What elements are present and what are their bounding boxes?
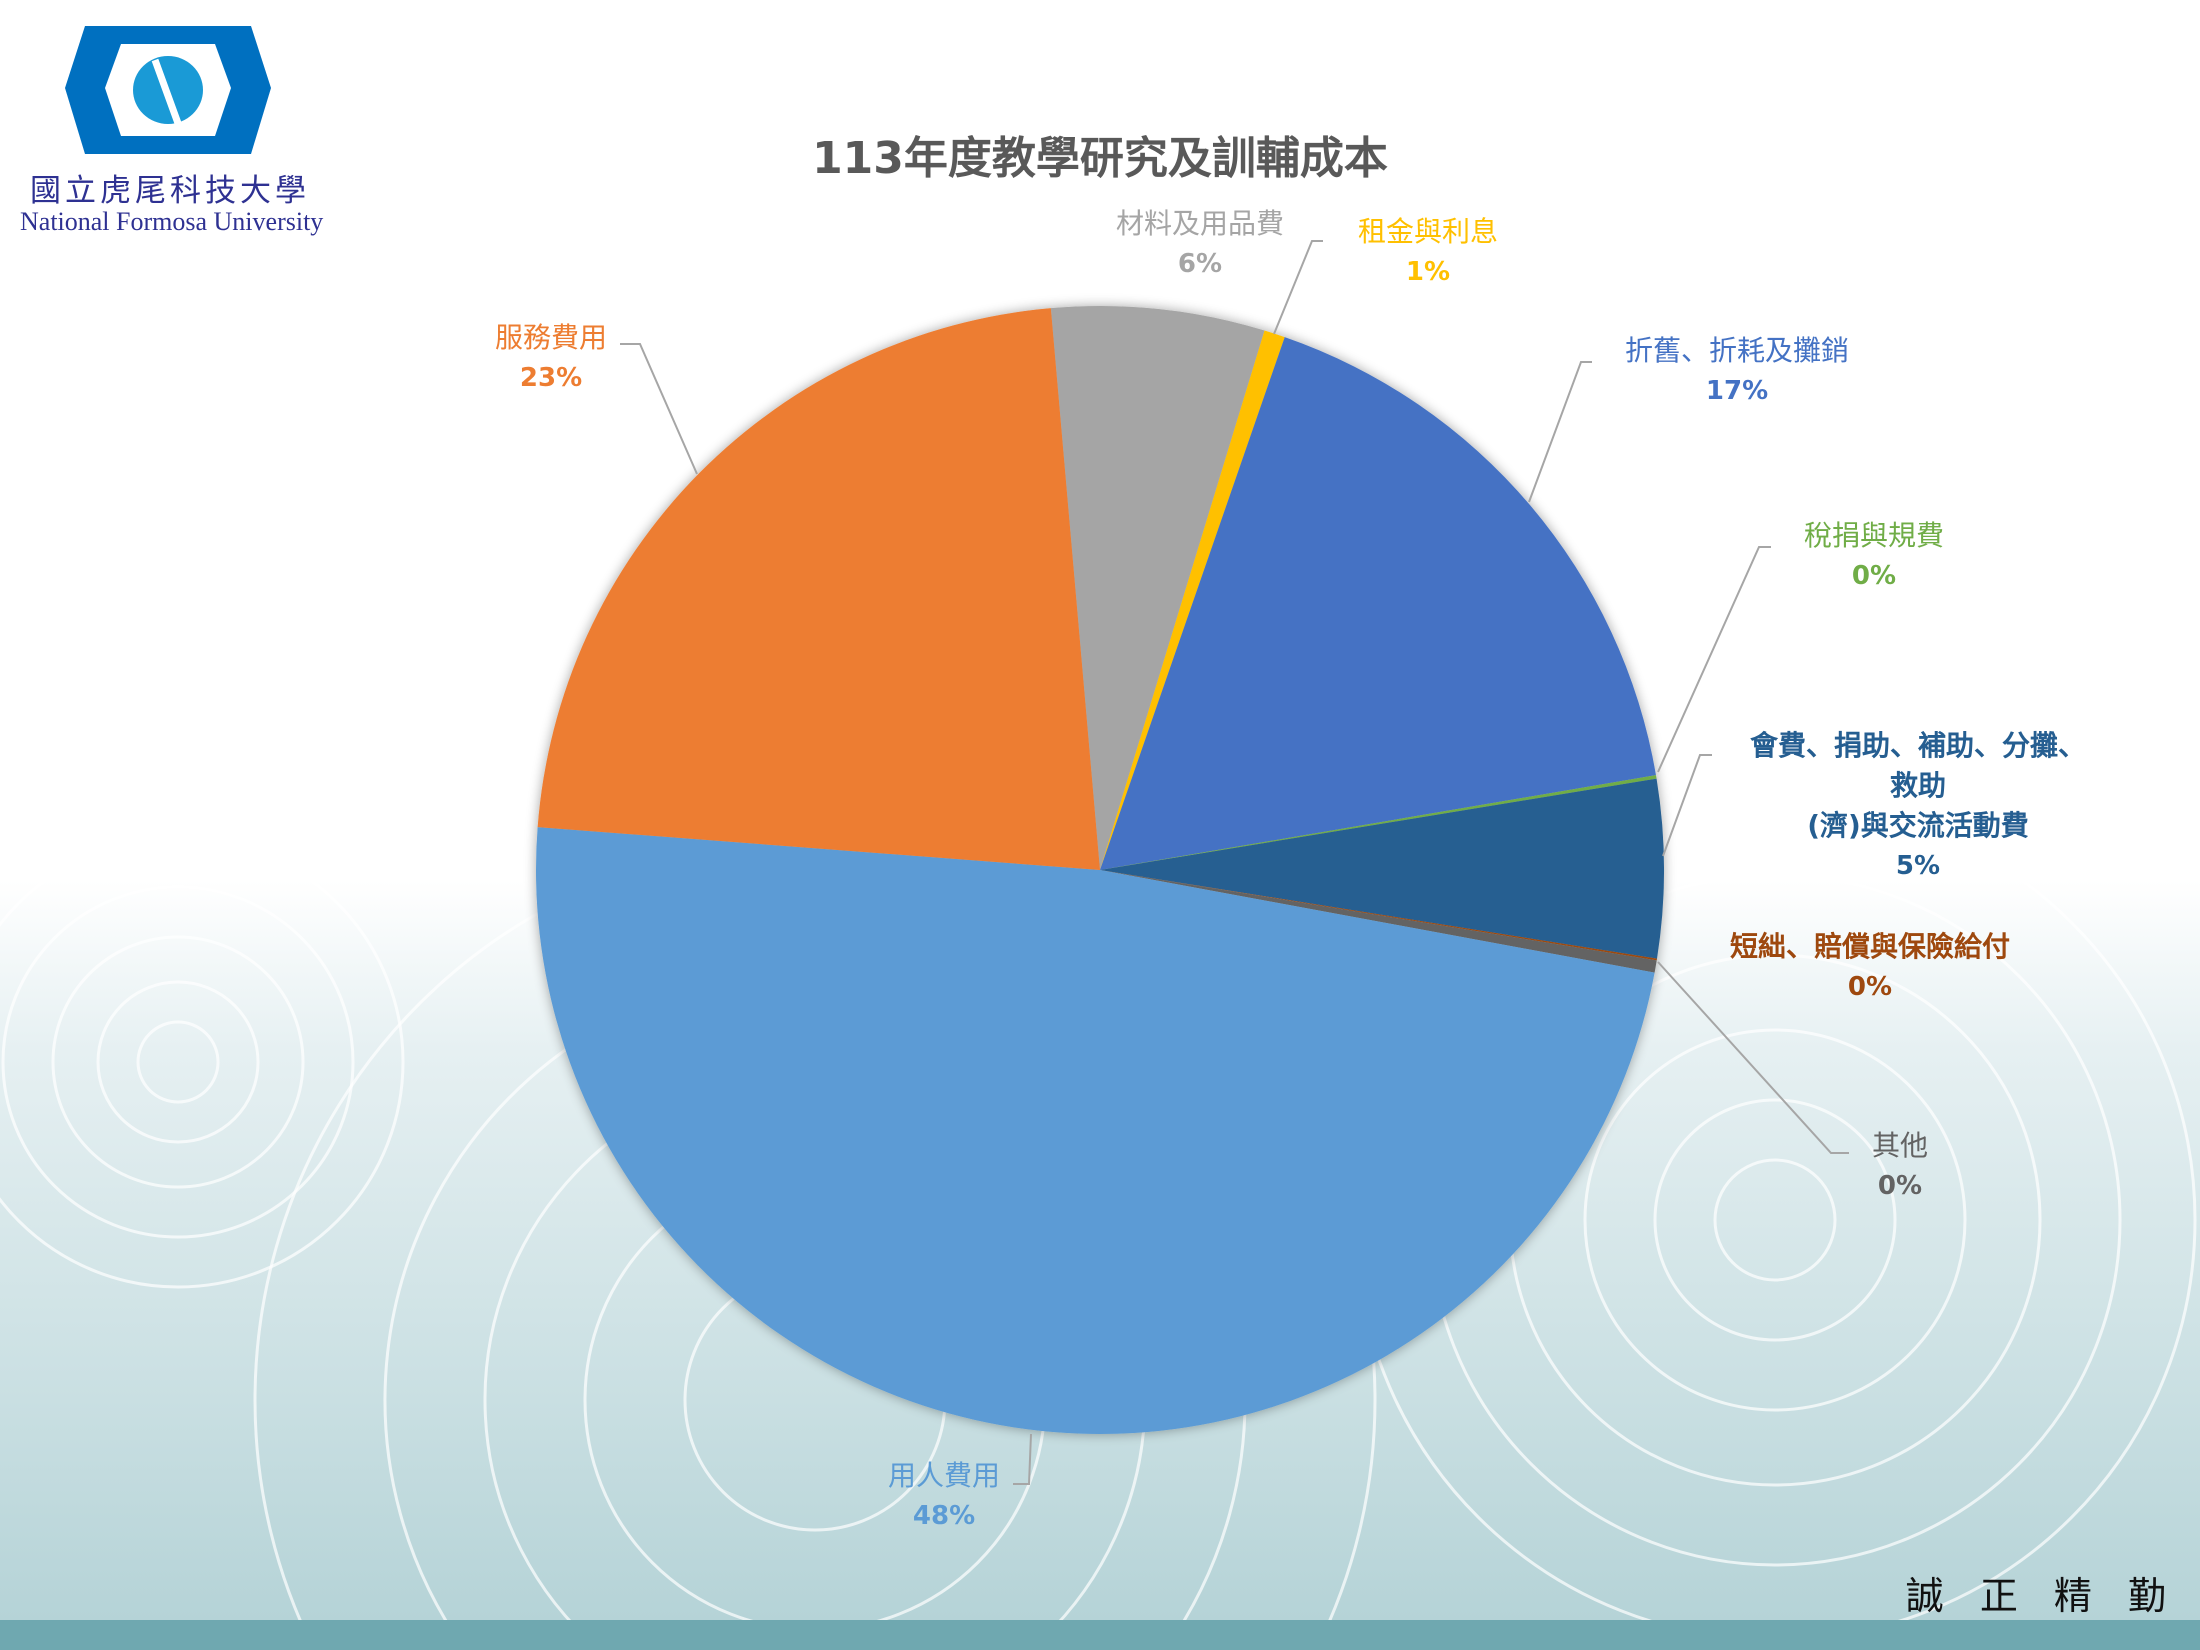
pie-slice-6 <box>1100 870 1657 973</box>
logo-name-en: National Formosa University <box>20 207 324 236</box>
leader-line-membership <box>1662 754 1712 857</box>
pie-slice-1 <box>1100 330 1285 870</box>
pie-slice-7 <box>536 827 1655 1434</box>
data-label-personnel: 用人費用 48% <box>887 1459 1001 1531</box>
data-label-tax: 稅捐與規費 0% <box>1803 519 1945 591</box>
university-logo-icon <box>65 26 271 154</box>
pie-slice-4 <box>1100 778 1664 959</box>
pie-slice-0 <box>1050 305 1265 870</box>
leader-line-personnel <box>1013 1433 1032 1485</box>
leader-line-material <box>1273 240 1323 335</box>
data-label-deficit: 短絀、賠償與保險給付 0% <box>1729 930 2011 1002</box>
data-label-service: 服務費用 23% <box>494 321 608 393</box>
data-label-material: 材料及用品費 6% <box>1115 207 1285 279</box>
leader-line-service <box>620 343 698 475</box>
pie-slice-3 <box>1100 775 1657 870</box>
pie-slice-5 <box>1100 870 1657 961</box>
data-label-depreciation: 折舊、折耗及攤銷 17% <box>1624 334 1850 406</box>
motto-text: 誠 正 精 勤 <box>1905 1574 2178 1618</box>
leader-line-other <box>1657 961 1849 1154</box>
data-label-membership: 會費、捐助、補助、分攤、 救助 (濟)與交流活動費 5% <box>1749 729 2087 881</box>
logo-name-cn: 國立虎尾科技大學 <box>30 173 310 209</box>
pie-slice-8 <box>537 308 1100 870</box>
bottom-bar <box>0 1620 2200 1650</box>
pie-slice-2 <box>1100 337 1656 870</box>
data-label-rent: 租金與利息 1% <box>1357 215 1499 287</box>
data-label-other: 其他 0% <box>1871 1129 1929 1201</box>
leader-line-tax <box>1657 546 1771 773</box>
chart-title: 113年度教學研究及訓輔成本 <box>812 133 1388 184</box>
leader-line-depreciation <box>1528 361 1592 503</box>
